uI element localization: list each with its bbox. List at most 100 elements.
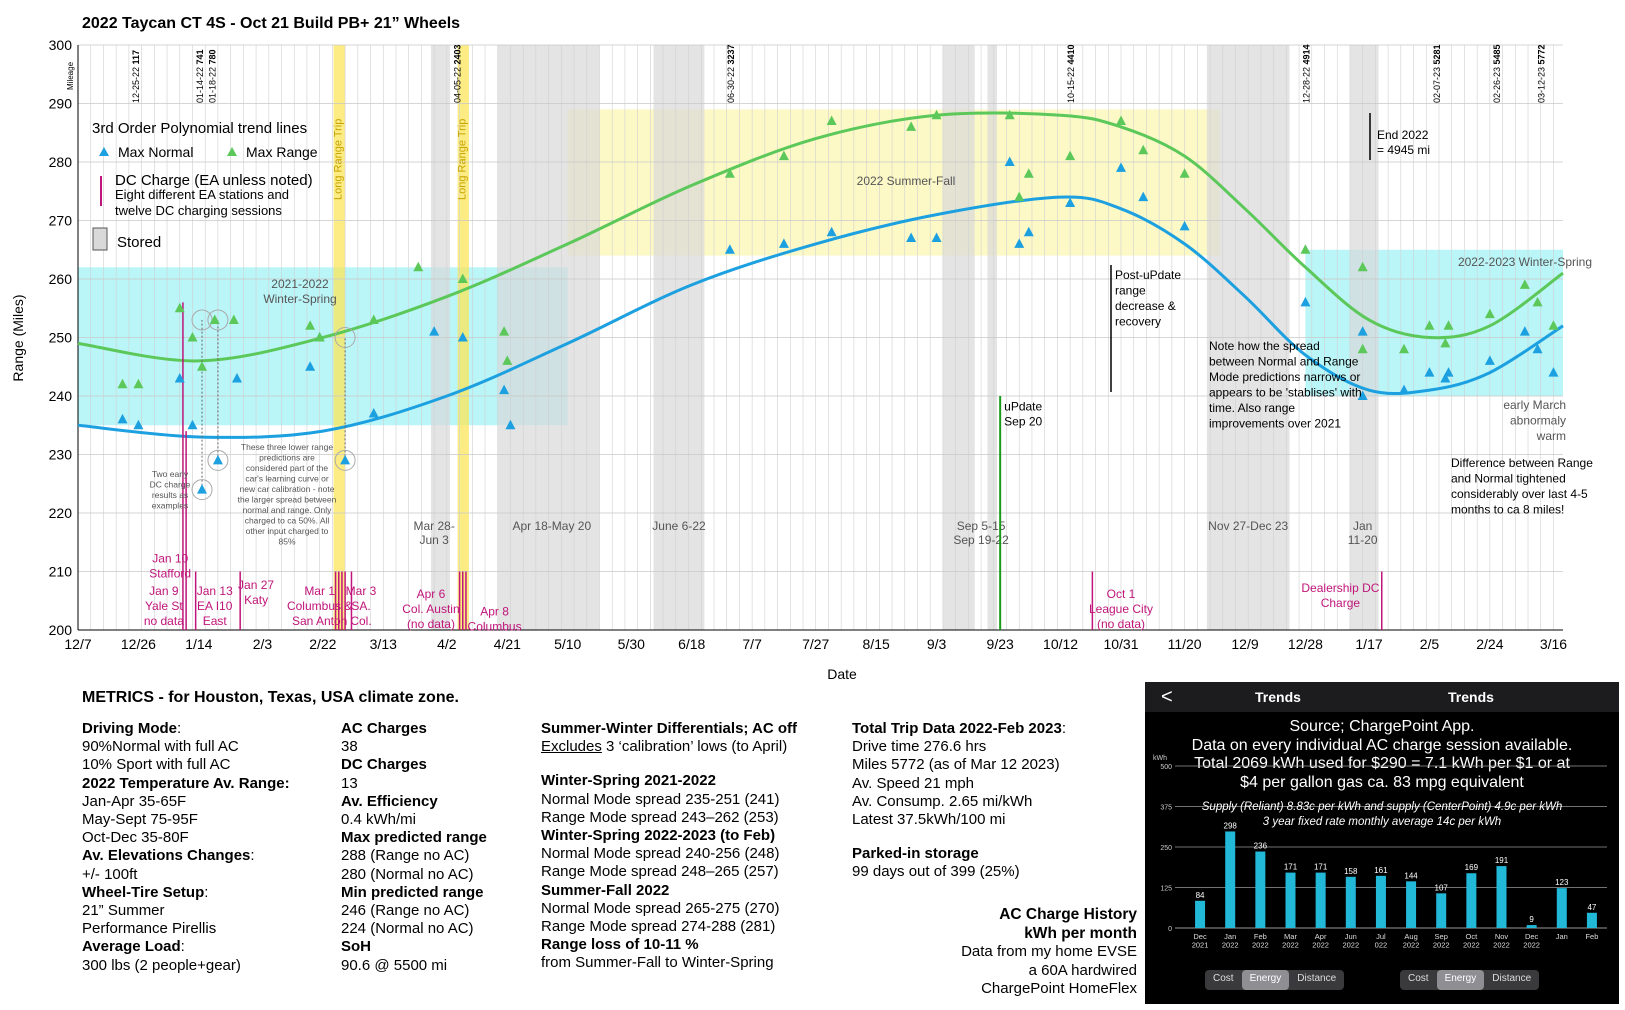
data-point [502,355,513,365]
x-tick-label: 6/18 [678,636,705,652]
y-axis-label: Range (Miles) [10,294,26,381]
mileage-marker: 06-30-22 3237 [726,44,736,103]
driving-metric-line: Oct-Dec 35-80F [82,829,189,847]
long-range-trip-label: Long Range Trip [457,119,469,200]
sf-normal: Normal Mode spread 265-275 (270) [541,899,780,917]
x-tick-label: 10/12 [1043,636,1078,652]
mileage-marker: 10-15-22 4410 [1066,44,1076,103]
loss-title: Range loss of 10-11 % [541,936,699,954]
tab-cost-right[interactable]: Cost [1408,973,1429,984]
data-point [340,454,351,465]
phone-bar [1406,881,1417,928]
av-speed: Av. Speed 21 mph [852,774,975,792]
data-point [1548,320,1559,330]
back-chevron-icon[interactable]: < [1161,686,1173,708]
tab-cost-left[interactable]: Cost [1213,973,1234,984]
phone-bar [1586,912,1597,928]
data-point [197,361,208,371]
data-point [1519,326,1530,336]
phone-bar-month: Oct 2022 [1463,932,1480,950]
ws22-range: Range Mode spread 248–265 (257) [541,863,779,881]
x-tick-label: 1/14 [185,636,212,652]
legend-stored-swatch [92,227,108,251]
tab-distance-right[interactable]: Distance [1492,973,1532,984]
y-tick-label: 270 [49,213,73,229]
data-point [1115,162,1126,172]
dc-charge-label: Mar 1 Columbus & San Anton [287,584,352,628]
mileage-marker: 12-28-22 4914 [1301,44,1311,103]
data-point [724,168,735,178]
source-line-3: Total 2069 kWh used for $290 = 7.1 kWh p… [1194,755,1570,772]
source-line-2: Data on every individual AC charge sessi… [1191,736,1573,754]
driving-metric-line: +/- 100ft [82,865,138,883]
metrics-column-differentials: Summer-Winter Differentials; AC off Excl… [541,720,841,973]
legend-dc-title: DC Charge (EA unless noted) [115,172,313,189]
chart-title: 2022 Taycan CT 4S - Oct 21 Build PB+ 21”… [82,15,460,32]
dc-charge-label: Apr 6 Col. Austin (no data) [402,587,459,631]
charge-metric-line: SoH [341,938,371,956]
x-tick-label: 12/28 [1288,636,1323,652]
charge-metric-line: AC Charges [341,720,427,737]
data-point [1138,191,1149,202]
data-point [368,408,379,418]
legend-marker-range [227,147,237,156]
phone-bar-value: 158 [1344,867,1358,876]
ac-history-subtitle: kWh per month [1024,924,1137,942]
dc-charge-label: Mar 3 SA. Col. [346,584,377,628]
stored-period-label: Mar 28-Jun 3 [413,519,454,547]
charge-metric-line: Av. Efficiency [341,792,438,810]
dc-charge-label: Jan 13 EA I10 East [197,584,233,628]
ac-charge-history-caption: AC Charge History kWh per month Data fro… [905,906,1137,999]
driving-metric-line: 90%Normal with full AC [82,738,239,756]
legend-trend-title: 3rd Order Polynomial trend lines [92,120,307,137]
y-tick-label: 250 [49,330,73,346]
tab-distance-left[interactable]: Distance [1297,973,1337,984]
source-line-1: Source; ChargePoint App. [1289,718,1475,735]
data-point [1014,191,1025,202]
data-point [1357,326,1368,336]
charge-metric-line: 224 (Normal no AC) [341,920,474,938]
phone-bar-value: 169 [1465,863,1479,872]
data-point [1065,197,1076,207]
y-tick-label: 210 [49,564,73,580]
tab-energy-left[interactable]: Energy [1241,970,1290,990]
charge-metric-line: DC Charges [341,756,427,774]
phone-bar [1315,872,1326,928]
data-point [1440,372,1451,383]
phone-supply-text: Supply (Reliant) 8.83c per kWh and suppl… [1145,800,1619,829]
mileage-marker: 12-25-22 117 [131,50,141,103]
data-point [1443,367,1454,377]
driving-metric-line: Average Load: [82,938,185,956]
x-tick-label: 2/3 [253,636,273,652]
charge-metric-line: Max predicted range [341,829,487,847]
data-point [778,238,789,248]
data-point [209,314,220,324]
driving-metric-line: 10% Sport with full AC [82,756,231,774]
y-tick-label: 240 [49,388,73,404]
phone-bar-value: 107 [1435,883,1449,892]
loss-text: from Summer-Fall to Winter-Spring [541,954,774,972]
drive-time: Drive time 276.6 hrs [852,738,987,756]
phone-bar [1345,876,1356,928]
phone-y-tick: 125 [1160,886,1172,893]
x-tick-label: 5/10 [554,636,581,652]
phone-bar-value: 84 [1196,891,1205,900]
data-point [1357,390,1368,400]
data-point [778,150,789,161]
charge-metric-line: 280 (Normal no AC) [341,865,474,883]
data-point [228,314,239,324]
phone-bar-month: Jan [1556,932,1568,941]
data-point [429,326,440,336]
phone-y-unit: kWh [1153,755,1167,762]
annotation-note-spread: Note how the spread between Normal and Ra… [1209,339,1362,431]
calibration-circle [334,327,356,348]
phone-bar-month: Jul 022 [1375,932,1388,950]
dc-charge-label: Jan 9 Yale St no data [144,584,184,628]
data-point [1023,168,1034,178]
data-point [133,419,144,430]
data-point [305,361,316,371]
mileage-marker: 04-05-22 2403 [452,44,462,103]
charge-metric-line: 288 (Range no AC) [341,847,470,865]
y-tick-label: 220 [49,505,73,521]
tab-energy-right[interactable]: Energy [1436,970,1485,990]
